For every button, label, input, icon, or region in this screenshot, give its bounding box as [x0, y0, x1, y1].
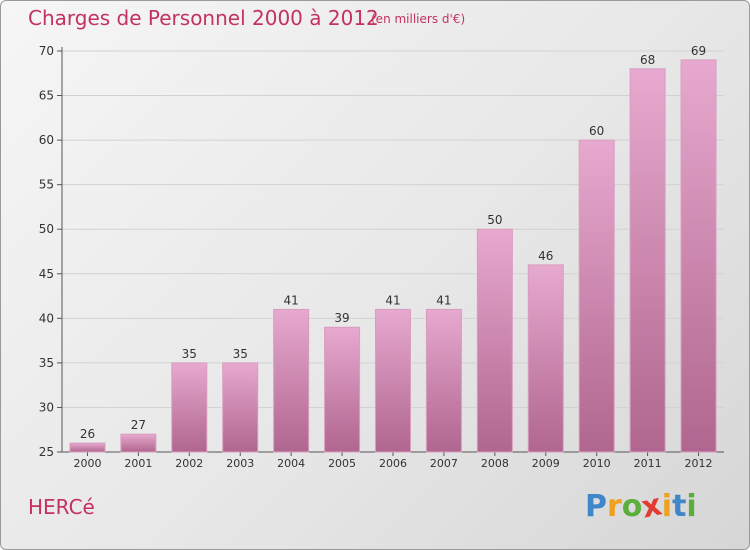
y-tick-label: 25 — [39, 445, 54, 459]
x-tick-label: 2005 — [328, 457, 356, 470]
bar — [476, 228, 513, 453]
bar — [375, 308, 411, 453]
data-label: 60 — [589, 124, 604, 138]
x-tick-label: 2010 — [583, 457, 611, 470]
bar — [273, 308, 310, 453]
x-tick-label: 2011 — [634, 457, 662, 470]
data-label: 27 — [131, 418, 146, 432]
x-tick-label: 2002 — [175, 457, 203, 470]
logo-letter: r — [607, 489, 622, 524]
y-tick-label: 65 — [39, 89, 54, 103]
bar — [324, 326, 361, 453]
x-tick-label: 2006 — [379, 457, 407, 470]
data-label: 41 — [436, 293, 451, 307]
x-tick-label: 2008 — [481, 457, 509, 470]
logo-letter: i — [661, 489, 673, 524]
data-label: 26 — [80, 427, 95, 441]
x-tick-labels: 2000 2001 2002 2003 2004 2005 2006 2007 2008 2009… — [73, 457, 712, 470]
bar — [425, 308, 462, 453]
bar — [120, 433, 157, 453]
y-tick-label: 45 — [39, 267, 54, 281]
data-label: 69 — [691, 44, 706, 58]
logo-letter: i — [686, 489, 697, 524]
x-tick-label: 2004 — [277, 457, 305, 470]
y-tick-label: 40 — [39, 311, 54, 325]
data-label: 46 — [538, 249, 553, 263]
data-label: 41 — [385, 293, 400, 307]
logo-letter: P — [585, 489, 607, 524]
x-tick-label: 2007 — [430, 457, 458, 470]
location-label: HERCé — [28, 495, 95, 519]
x-tick-label: 2000 — [73, 457, 101, 470]
x-tick-label: 2012 — [685, 457, 713, 470]
data-label: 41 — [284, 293, 299, 307]
data-label: 68 — [640, 53, 655, 67]
data-label: 35 — [182, 347, 197, 361]
bars — [69, 59, 717, 453]
bar — [69, 442, 106, 453]
y-tick-labels: 25 30 35 40 45 50 55 60 65 70 — [39, 44, 54, 459]
data-labels: 26 27 35 35 41 39 41 41 50 46 60 68 69 — [80, 44, 706, 441]
x-tick-label: 2009 — [532, 457, 560, 470]
bar — [680, 59, 717, 453]
y-tick-label: 70 — [39, 44, 54, 58]
y-tick-label: 30 — [39, 400, 54, 414]
bar — [527, 264, 564, 453]
y-tick-label: 60 — [39, 133, 54, 147]
bar — [578, 139, 615, 453]
y-tick-label: 50 — [39, 222, 54, 236]
logo-letter: t — [672, 489, 687, 524]
chart-subtitle: (en milliers d'€) — [371, 12, 466, 26]
x-tick-label: 2001 — [124, 457, 152, 470]
data-label: 35 — [233, 347, 248, 361]
bar — [171, 362, 208, 453]
proxiti-logo: Proxiti — [585, 487, 697, 525]
y-tick-label: 35 — [39, 356, 54, 370]
chart-title: Charges de Personnel 2000 à 2012 — [28, 6, 379, 30]
bar — [222, 362, 259, 453]
y-tick-label: 55 — [39, 178, 54, 192]
data-label: 39 — [334, 311, 349, 325]
x-tick-label: 2003 — [226, 457, 254, 470]
logo-letter: o — [621, 489, 643, 524]
bar — [629, 68, 666, 453]
data-label: 50 — [487, 213, 502, 227]
